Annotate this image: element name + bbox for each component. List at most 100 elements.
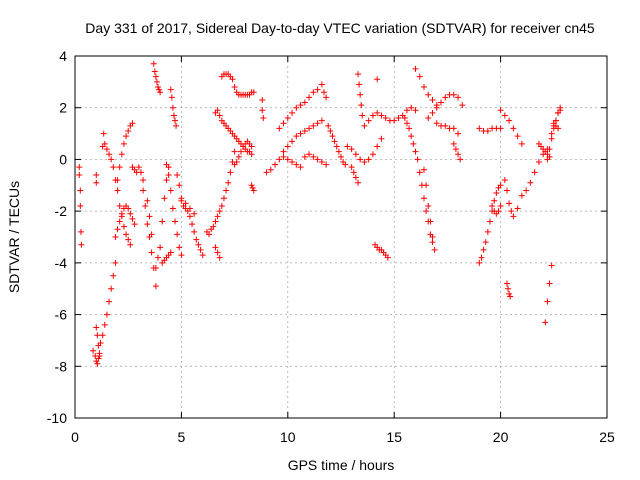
data-point	[412, 107, 419, 114]
data-point	[214, 249, 221, 256]
data-point	[318, 81, 325, 88]
data-point	[429, 234, 436, 240]
data-point	[172, 218, 179, 225]
data-point	[306, 125, 313, 132]
series-arc-e	[99, 130, 134, 248]
series-arc-ar	[497, 107, 525, 147]
series-arc-n	[167, 86, 180, 129]
data-point	[416, 169, 423, 176]
data-point	[156, 86, 163, 93]
data-point	[176, 182, 183, 189]
data-point	[557, 107, 564, 114]
data-point	[310, 153, 317, 160]
grid-lines	[75, 56, 607, 418]
data-point	[163, 161, 170, 168]
data-point	[357, 156, 364, 163]
data-point	[412, 65, 419, 72]
data-point	[293, 104, 300, 111]
data-point	[408, 104, 415, 111]
data-point	[306, 151, 313, 158]
y-tick-label: -4	[55, 255, 68, 271]
data-point	[352, 174, 359, 181]
data-point	[503, 187, 510, 194]
data-point	[284, 143, 291, 150]
series-arc-m	[159, 249, 174, 266]
data-point	[93, 324, 100, 331]
data-point	[531, 169, 538, 176]
series-arc-al	[425, 91, 466, 122]
data-point	[178, 252, 185, 259]
data-point	[489, 202, 496, 209]
data-point	[510, 213, 517, 220]
data-point	[359, 112, 366, 119]
series-arc-a	[76, 164, 85, 248]
data-point	[527, 179, 534, 186]
data-point	[476, 125, 483, 132]
data-point	[110, 272, 117, 279]
data-point	[378, 112, 385, 119]
data-point	[301, 153, 308, 160]
data-point	[450, 91, 457, 98]
data-point	[323, 161, 330, 168]
data-point	[331, 138, 338, 145]
data-point	[95, 342, 102, 349]
data-point	[374, 76, 381, 83]
data-point	[365, 117, 372, 124]
data-point	[154, 254, 161, 261]
series-arc-ak	[420, 166, 436, 240]
data-point	[178, 197, 185, 204]
data-point	[169, 104, 176, 111]
data-point	[103, 146, 110, 153]
data-point	[93, 171, 100, 178]
y-tick-label: -6	[55, 307, 68, 323]
data-point	[227, 169, 234, 176]
x-tick-label: 15	[386, 429, 402, 445]
data-point	[395, 115, 402, 122]
data-point	[174, 171, 181, 178]
data-point	[108, 285, 115, 292]
data-point	[259, 107, 266, 114]
data-point	[350, 169, 357, 176]
data-point	[137, 169, 144, 176]
data-point	[174, 231, 181, 238]
data-point	[259, 96, 266, 103]
data-point	[484, 228, 491, 235]
data-point	[216, 208, 223, 215]
data-point	[116, 218, 123, 225]
data-point	[260, 115, 267, 122]
data-point	[335, 148, 342, 155]
data-point	[225, 179, 232, 186]
data-point	[250, 89, 257, 96]
data-point	[508, 208, 515, 215]
data-point	[140, 187, 147, 194]
data-point	[263, 169, 270, 176]
series-arc-g	[114, 120, 136, 184]
data-point	[374, 109, 381, 116]
chart-title: Day 331 of 2017, Sidereal Day-to-day VTE…	[85, 20, 595, 36]
data-point	[491, 197, 498, 204]
data-point	[125, 236, 132, 243]
data-point	[450, 140, 457, 147]
data-point	[157, 244, 164, 251]
data-point	[420, 166, 427, 173]
series-arc-k	[150, 60, 164, 96]
series-arc-as	[501, 177, 521, 220]
data-point	[442, 94, 449, 101]
data-point	[361, 122, 368, 129]
x-tick-label: 10	[280, 429, 296, 445]
series-arc-y	[263, 151, 330, 176]
data-point	[199, 252, 206, 259]
series-arc-t	[212, 107, 255, 158]
data-point	[518, 192, 525, 199]
y-tick-label: -8	[55, 358, 68, 374]
series-arc-aq	[489, 202, 504, 217]
data-point	[114, 187, 121, 194]
x-axis-label: GPS time / hours	[288, 457, 395, 473]
data-point	[384, 254, 391, 261]
series-arc-az	[550, 120, 562, 132]
data-point	[301, 99, 308, 106]
data-point	[484, 127, 491, 134]
data-point	[325, 122, 332, 129]
series-arc-u	[218, 71, 257, 98]
y-tick-label: 0	[59, 151, 67, 167]
